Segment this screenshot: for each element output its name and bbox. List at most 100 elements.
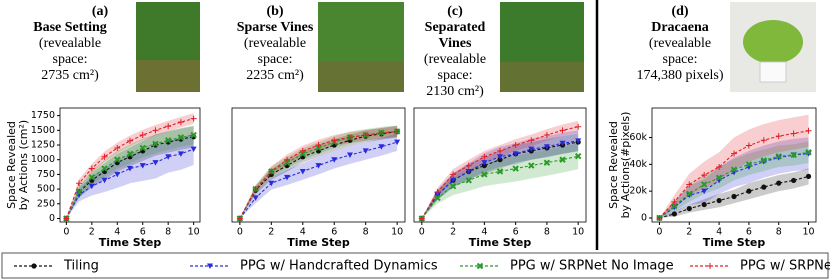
marker [126,150,134,158]
panel-title: Base Setting [33,20,107,35]
y-tick-label: 750 [37,169,55,180]
marker [559,127,566,134]
marker [75,188,83,196]
marker [790,151,797,159]
legend-marker [31,263,37,269]
photo-plant [743,20,803,64]
x-tick-label: 8 [165,227,171,238]
marker [434,189,441,196]
marker [165,123,172,130]
marker [284,174,291,181]
x-tick-label: 4 [481,227,487,238]
panel-subtitle: space: [258,52,293,67]
spread-band [421,133,579,219]
x-tick-label: 0 [63,227,69,238]
marker [101,153,108,160]
panel-title: Separated [425,20,486,35]
marker [760,157,768,164]
spread-band [66,133,194,219]
y-tick-label: 1000 [31,154,55,165]
marker [731,150,737,157]
marker [114,156,121,163]
marker [686,205,692,212]
y-axis-label: Space Revealed [607,121,620,209]
marker [346,152,353,159]
x-axis-label: Time Step [469,236,532,249]
marker [716,164,723,171]
x-tick-label: 2 [268,227,274,238]
panel-subtitle: (revealable [39,36,101,51]
panel-subtitle: 174,380 pixels) [636,68,723,83]
marker [543,159,551,166]
marker [394,139,401,146]
marker [559,140,566,147]
marker [63,215,70,222]
marker [378,144,385,150]
plot-frame [651,107,817,223]
marker [165,154,172,160]
panel-title: Sparse Vines [237,20,314,35]
marker [418,215,425,222]
x-tick-label: 0 [237,227,243,238]
marker [114,171,121,178]
marker [512,165,519,172]
marker [715,174,723,181]
y-tick-label: 1500 [31,125,55,136]
x-tick-label: 4 [716,227,722,238]
marker [686,181,693,188]
marker [656,214,663,221]
marker [450,177,457,184]
marker [284,156,291,163]
panel-subtitle: Vines [439,36,472,51]
marker [481,153,488,160]
panel-label: (c) [447,4,463,19]
panel-subtitle: space: [663,52,698,67]
x-tick-label: 10 [802,227,814,238]
marker [177,119,184,126]
panel-subtitle: (revealable [244,36,306,51]
marker [101,165,108,172]
marker [190,131,197,139]
panel-label: (d) [671,4,688,19]
marker [299,168,306,175]
photo-floor [136,60,200,92]
marker [139,163,146,169]
marker [805,173,812,179]
y-tick-label: 60k [629,132,647,143]
marker [528,162,535,169]
y-tick-label: 20k [629,186,647,197]
y-tick-label: 0 [641,212,647,223]
photos [136,2,816,92]
x-tick-label: 8 [776,227,782,238]
series-line [659,153,809,219]
marker [450,171,457,178]
marker [88,183,95,190]
marker [745,142,752,149]
marker [746,188,752,194]
x-tick-label: 6 [746,227,752,238]
legend-label: Tiling [63,259,99,274]
x-tick-label: 8 [544,227,550,238]
spread-band [66,126,194,219]
x-tick-label: 6 [513,227,519,238]
marker [671,198,678,205]
spread-band [659,137,809,218]
marker [528,146,535,153]
marker [700,181,708,188]
marker [543,144,550,150]
marker [331,137,338,144]
series-line [659,151,809,219]
legend-marker [707,263,713,269]
spread-band [66,125,194,219]
marker [716,197,722,204]
marker [497,147,503,154]
y-axis-label: by Actions (cm²) [17,120,30,210]
marker [152,160,159,166]
panel-label: (a) [92,4,109,19]
series-line [421,155,579,219]
series-line [65,134,194,219]
marker [671,211,677,217]
marker [315,142,322,149]
marker [394,128,401,135]
x-tick-label: 4 [114,227,120,238]
